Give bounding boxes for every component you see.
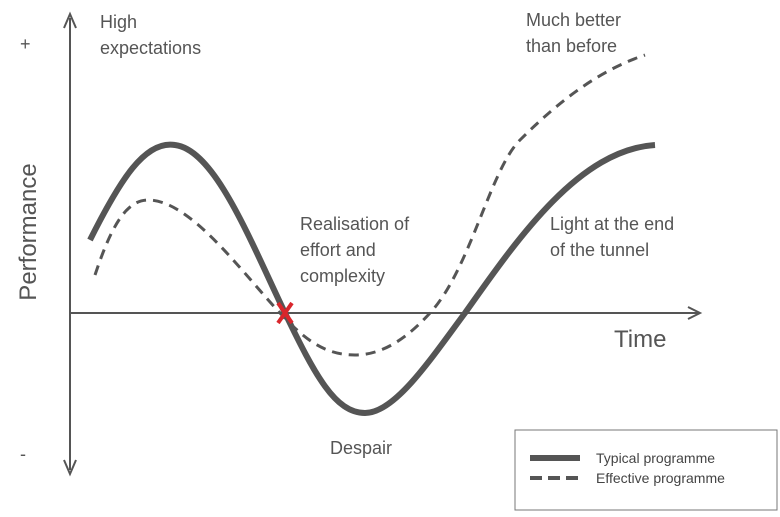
legend-box [514, 429, 778, 511]
annotation: Despair [330, 438, 392, 458]
x-axis-label: Time [614, 326, 666, 353]
axes [63, 11, 703, 477]
y-bottom-label: - [20, 444, 26, 464]
typical-curve [87, 141, 656, 417]
y-arrow-bottom [63, 459, 77, 477]
annotation: Realisation of effort and complexity [300, 214, 414, 286]
y-axis-label: Performance [15, 163, 42, 300]
y-top-label: + [20, 34, 31, 54]
cross-marker [276, 301, 294, 325]
x-arrow [687, 306, 703, 320]
annotation: Much better than before [526, 10, 626, 56]
effective-curve [93, 53, 646, 357]
annotation: High expectations [100, 12, 201, 58]
legend: Typical programme Effective programme [514, 429, 778, 511]
legend-label: Effective programme [596, 470, 725, 486]
legend-label: Typical programme [596, 450, 715, 466]
y-arrow-top [63, 11, 77, 29]
annotation: Light at the end of the tunnel [550, 214, 679, 260]
